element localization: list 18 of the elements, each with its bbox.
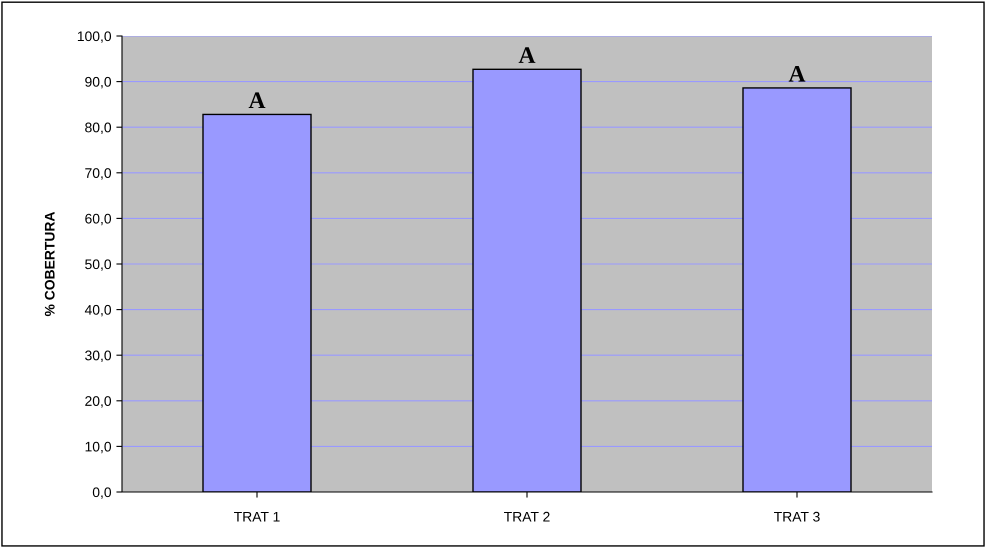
y-tick-label: 30,0: [85, 350, 112, 362]
x-tick-label: TRAT 3: [774, 512, 820, 522]
y-tick-label: 50,0: [85, 259, 112, 271]
y-tick-label: 80,0: [85, 122, 112, 134]
x-tick-label: TRAT 2: [504, 512, 550, 522]
y-axis-title: % COBERTURA: [44, 212, 55, 316]
annotation: A: [248, 92, 266, 108]
y-tick-label: 40,0: [84, 304, 112, 316]
y-tick-label: 90,0: [85, 76, 112, 88]
x-tick-label: TRAT 1: [234, 512, 280, 522]
y-tick-label: 10,0: [86, 442, 112, 454]
y-tick-label: 70,0: [85, 168, 112, 180]
annotation: A: [518, 47, 536, 63]
annotation: A: [788, 66, 806, 82]
y-tick-label: 0,0: [92, 487, 112, 499]
y-tick-label: 100,0: [78, 31, 112, 43]
y-tick-label: 60,0: [85, 214, 112, 226]
y-tick-label: 20,0: [85, 396, 112, 408]
